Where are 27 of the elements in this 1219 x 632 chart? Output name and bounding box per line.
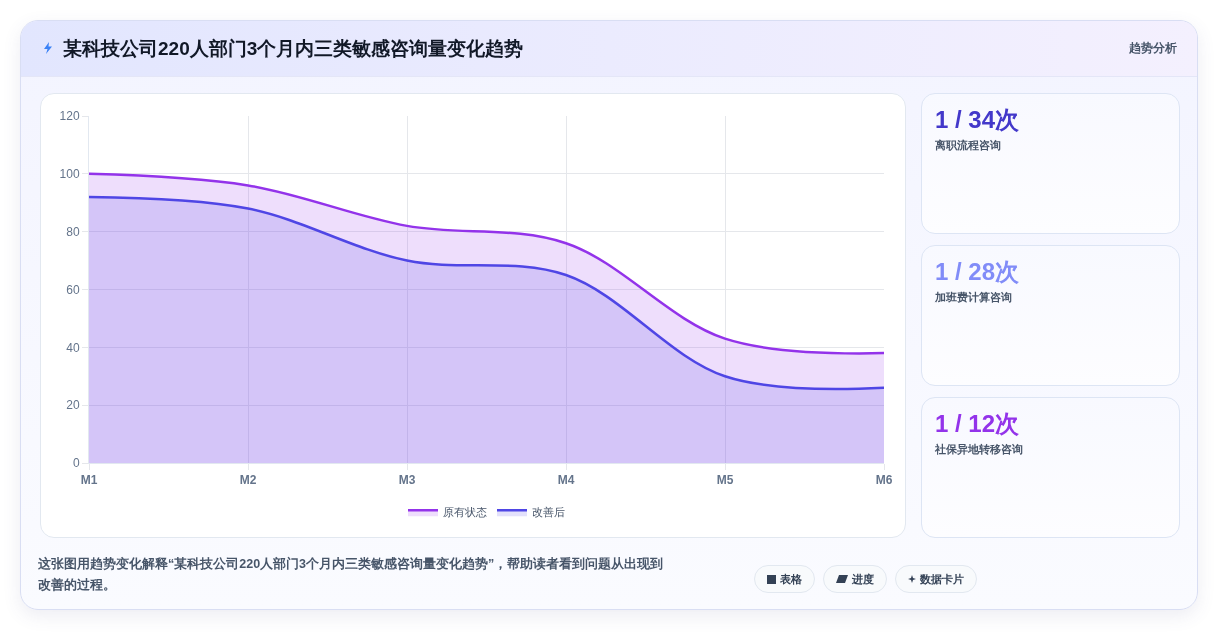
y-tick-label: 80	[66, 224, 80, 239]
y-tick-label: 0	[72, 456, 80, 471]
text: 1 / 12次	[935, 409, 1020, 439]
y-tick-label: 120	[59, 109, 80, 124]
text: 趋势分析	[1129, 40, 1177, 57]
x-tick-label: M4	[557, 473, 575, 488]
y-tick-label: 60	[66, 282, 80, 297]
text: 表格	[780, 571, 802, 587]
y-tick-label: 40	[66, 340, 80, 355]
text: 离职流程咨询	[935, 138, 1001, 153]
text: 1 / 28次	[935, 257, 1020, 287]
text: 进度	[852, 571, 874, 587]
text: 1 / 34次	[935, 105, 1020, 135]
x-tick-label: M1	[80, 473, 98, 488]
text: 数据卡片	[920, 571, 964, 587]
legend-label: 原有状态	[443, 506, 487, 519]
text: 社保异地转移咨询	[935, 442, 1023, 457]
x-tick-label: M5	[716, 473, 734, 488]
text: 加班费计算咨询	[935, 290, 1012, 305]
x-tick-label: M2	[239, 473, 257, 488]
y-tick-label: 100	[59, 167, 80, 182]
y-tick-label: 20	[66, 398, 80, 413]
text: 这张图用趋势变化解释“某科技公司220人部门3个月内三类敏感咨询量变化趋势”，帮助读者看到问题从出现到改善的过程。	[38, 556, 665, 594]
legend-label: 改善后	[532, 506, 565, 519]
x-tick-label: M3	[398, 473, 416, 488]
x-tick-label: M6	[875, 473, 893, 488]
chart-title: 某科技公司220人部门3个月内三类敏感咨询量变化趋势	[63, 37, 524, 61]
